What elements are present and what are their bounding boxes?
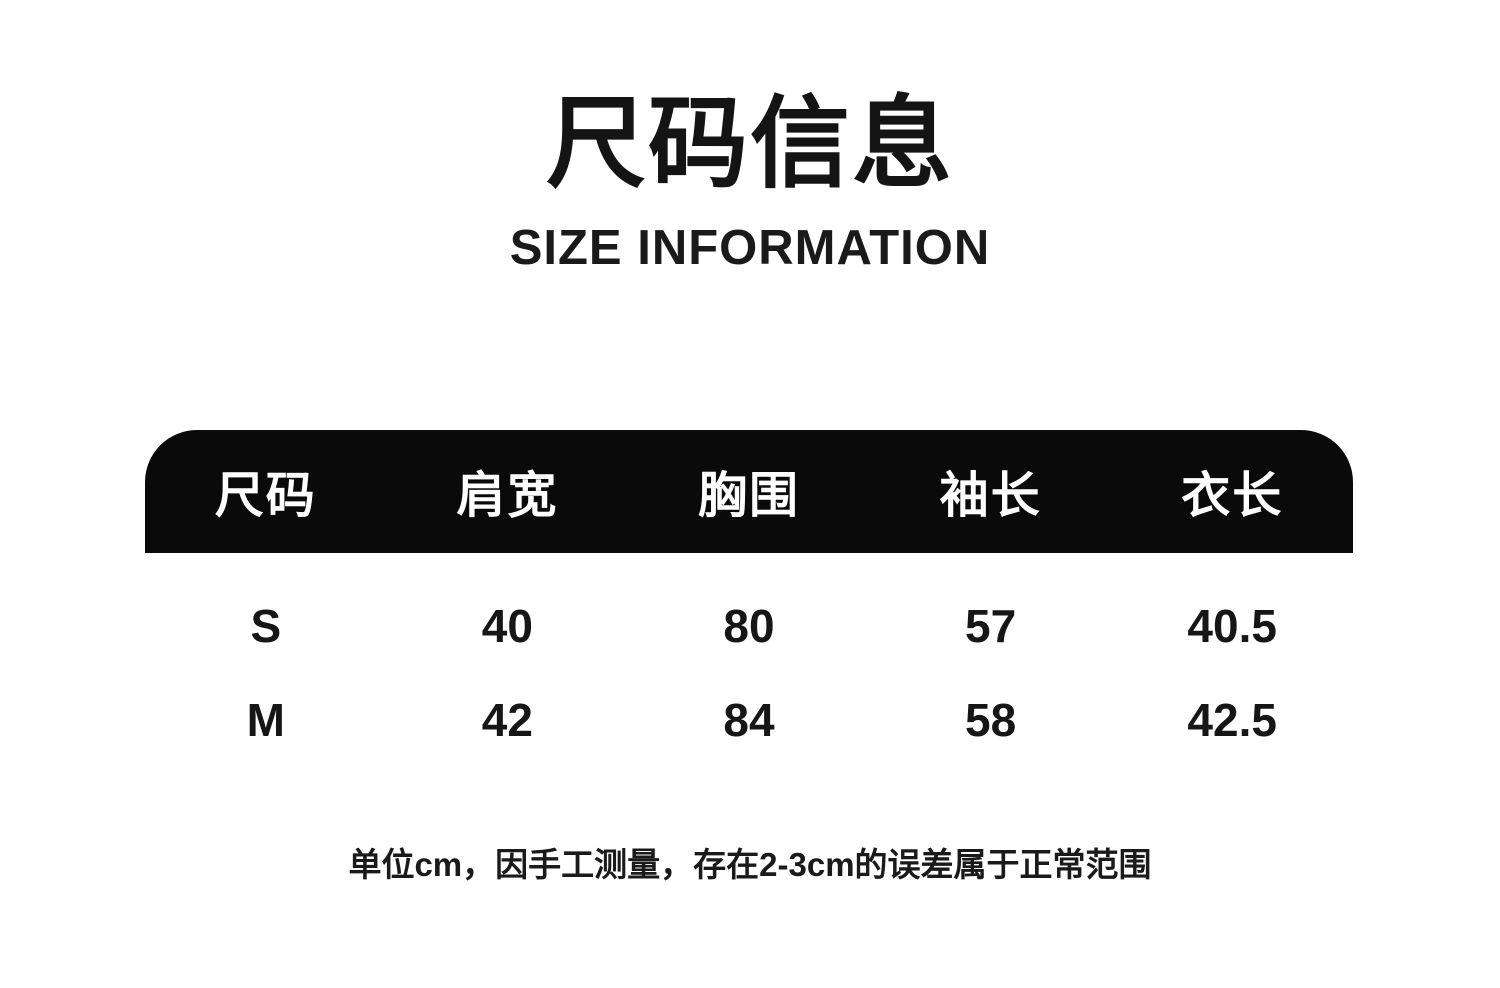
cell-shoulder-width: 42 <box>481 694 533 746</box>
page-title-zh: 尺码信息 <box>546 88 954 200</box>
cell-size: M <box>246 694 285 746</box>
measurement-note: 单位cm，因手工测量，存在2-3cm的误差属于正常范围 <box>348 846 1152 883</box>
cell-garment-length: 42.5 <box>1187 694 1277 746</box>
cell-sleeve-length: 57 <box>965 600 1017 652</box>
column-header-sleeve-length: 袖长 <box>939 469 1042 523</box>
table-row-size-s: S 40 80 57 40.5 <box>145 579 1353 673</box>
cell-bust: 84 <box>723 694 775 746</box>
table-row-size-m: M 42 84 58 42.5 <box>145 673 1353 767</box>
size-table-header: 尺码 肩宽 胸围 袖长 衣长 <box>145 430 1353 553</box>
page-title-en: SIZE INFORMATION <box>509 221 991 275</box>
cell-garment-length: 40.5 <box>1187 600 1277 652</box>
column-header-shoulder-width: 肩宽 <box>456 469 559 523</box>
size-table-body: S 40 80 57 40.5 M 42 84 58 42.5 <box>145 579 1353 767</box>
column-header-bust: 胸围 <box>697 469 800 523</box>
cell-size: S <box>250 600 282 652</box>
column-header-garment-length: 衣长 <box>1181 469 1284 523</box>
cell-bust: 80 <box>723 600 775 652</box>
cell-sleeve-length: 58 <box>965 694 1017 746</box>
size-table: 尺码 肩宽 胸围 袖长 衣长 S 40 80 57 40.5 M 42 84 5… <box>145 430 1353 767</box>
column-header-size: 尺码 <box>214 469 317 523</box>
cell-shoulder-width: 40 <box>481 600 533 652</box>
